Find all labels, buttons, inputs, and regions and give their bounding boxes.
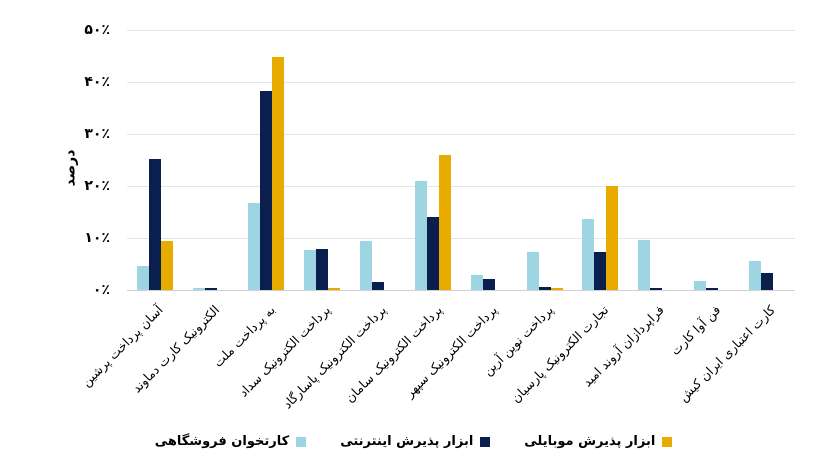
bar [526,252,539,290]
bar [470,274,483,290]
bar [136,266,149,290]
bar [637,240,650,290]
x-tick-label: پرداخت الکترونیک سپهر [402,302,501,401]
gridline [127,30,795,31]
y-tick-label: ۴۰٪ [84,74,110,90]
bar [761,272,774,290]
gridline [127,186,795,187]
y-tick-label: ۲۰٪ [84,178,110,194]
x-tick-label: کارت اعتباری ایران کیش [676,302,779,405]
legend-swatch-gold [662,436,673,447]
bar [606,186,619,290]
bar [359,241,372,290]
gridline [127,82,795,83]
bar [538,286,551,290]
legend-item-pos: کارتخوان فروشگاهی [154,434,307,449]
legend-label: ابزار پذیرش موبایلی [524,434,656,449]
bar [204,287,217,290]
bar [303,249,316,290]
bar [582,218,595,290]
gridline [127,134,795,135]
x-tick-label: فن آوا کارت [666,302,723,359]
bar [482,279,495,290]
bar [371,282,384,290]
legend-item-mobile: ابزار پذیرش موبایلی [524,434,673,449]
x-tick-label: پرداخت الکترونیک سداد [235,302,334,400]
legend-swatch-lightblue [296,436,307,447]
y-tick-label: ۵۰٪ [84,22,110,38]
bar [427,217,440,290]
legend-label: ابزار پذیرش اینترنتی [340,434,474,449]
bar [594,252,607,290]
x-tick-label: پرداخت الکترونیک سامان [341,302,445,406]
bar [705,288,718,290]
gridline [127,238,795,239]
y-tick-label: ۱۰٪ [84,230,110,246]
bar [327,288,340,290]
x-tick-label: تجارت الکترونیک پارسیان [508,302,612,406]
bar [649,288,662,290]
bar [749,260,762,290]
bar [550,288,563,290]
bar [192,288,205,290]
y-tick-label: ۳۰٪ [84,126,110,142]
y-tick-label: ۰٪ [92,282,110,298]
bar [439,154,452,290]
bar [148,158,161,290]
x-tick-label: پرداخت الکترونیک پاسارگاد [279,302,389,412]
bar [415,180,428,290]
bar [693,281,706,290]
legend-swatch-navy [480,436,491,447]
legend: ابزار پذیرش موبایلی ابزار پذیرش اینترنتی… [0,434,827,449]
legend-label: کارتخوان فروشگاهی [154,434,290,449]
x-axis-line [127,290,795,291]
legend-item-internet: ابزار پذیرش اینترنتی [340,434,491,449]
bar [248,203,261,290]
bar [315,248,328,290]
bar [160,241,173,290]
bar [272,57,285,290]
bar [260,90,273,290]
